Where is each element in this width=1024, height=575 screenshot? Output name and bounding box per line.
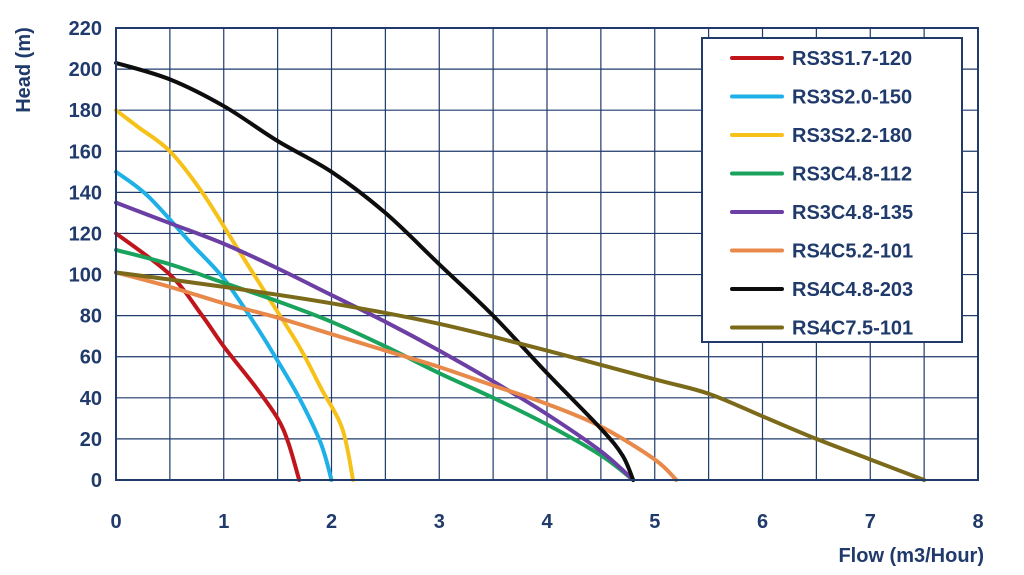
- legend-item: RS4C7.5-101: [730, 318, 913, 340]
- y-tick-label: 80: [80, 306, 102, 328]
- x-tick-label: 8: [972, 511, 983, 533]
- x-tick-label: 6: [757, 511, 768, 533]
- y-tick-label: 160: [69, 141, 102, 163]
- x-tick-label: 4: [541, 511, 553, 533]
- legend-item: RS3S2.2-180: [730, 125, 912, 147]
- legend-items: RS3S1.7-120 RS3S2.0-150 RS3S2.2-180 RS3C4.8…: [730, 48, 913, 340]
- series-line-7: [114, 270, 927, 482]
- series-line-3: [114, 247, 636, 482]
- y-tick-labels: 0 20 40 60 80 100 120 140 160 180 200 220: [69, 18, 102, 492]
- y-tick-label: 140: [69, 182, 102, 204]
- x-tick-label: 2: [326, 511, 337, 533]
- legend-label: RS4C7.5-101: [792, 318, 913, 340]
- legend-label: RS3S2.0-150: [792, 87, 912, 109]
- series-line-6: [114, 60, 636, 482]
- x-tick-labels: 0 1 2 3 4 5 6 7 8: [110, 511, 983, 533]
- x-tick-label: 1: [218, 511, 229, 533]
- series-line-4: [114, 200, 636, 482]
- x-tick-label: 7: [865, 511, 876, 533]
- legend-item: RS3S2.0-150: [730, 87, 912, 109]
- y-tick-label: 180: [69, 100, 102, 122]
- x-tick-label: 3: [434, 511, 445, 533]
- legend-item: RS4C4.8-203: [730, 279, 913, 301]
- legend-item: RS3C4.8-112: [730, 164, 912, 186]
- legend-label: RS4C4.8-203: [792, 279, 913, 301]
- series-line-5: [114, 270, 679, 482]
- plot-frame: [115, 27, 979, 481]
- legend-item: RS4C5.2-101: [730, 241, 913, 263]
- x-axis-title: Flow (m3/Hour): [838, 545, 984, 567]
- legend-item: RS3C4.8-135: [730, 202, 913, 224]
- legend-label: RS3C4.8-135: [792, 202, 913, 224]
- legend-box: [701, 37, 963, 343]
- x-tick-label: 0: [110, 511, 121, 533]
- y-tick-label: 100: [69, 265, 102, 287]
- y-tick-label: 220: [69, 18, 102, 40]
- y-tick-label: 120: [69, 223, 102, 245]
- legend-label: RS3C4.8-112: [792, 164, 912, 186]
- series-line-1: [114, 169, 334, 482]
- series-line-0: [114, 231, 302, 482]
- legend-label: RS3S1.7-120: [792, 48, 912, 70]
- y-tick-label: 40: [80, 388, 102, 410]
- series-line-2: [114, 108, 356, 482]
- y-tick-label: 60: [80, 347, 102, 369]
- legend: RS3S1.7-120 RS3S2.0-150 RS3S2.2-180 RS3C4.8…: [701, 37, 963, 343]
- x-tick-label: 5: [649, 511, 660, 533]
- legend-item: RS3S1.7-120: [730, 48, 912, 70]
- y-tick-label: 0: [91, 470, 102, 492]
- series-lines: [114, 60, 927, 482]
- y-axis-title: Head (m): [13, 27, 35, 113]
- legend-label: RS3S2.2-180: [792, 125, 912, 147]
- y-tick-label: 20: [80, 429, 102, 451]
- y-tick-label: 200: [69, 59, 102, 81]
- legend-label: RS4C5.2-101: [792, 241, 913, 263]
